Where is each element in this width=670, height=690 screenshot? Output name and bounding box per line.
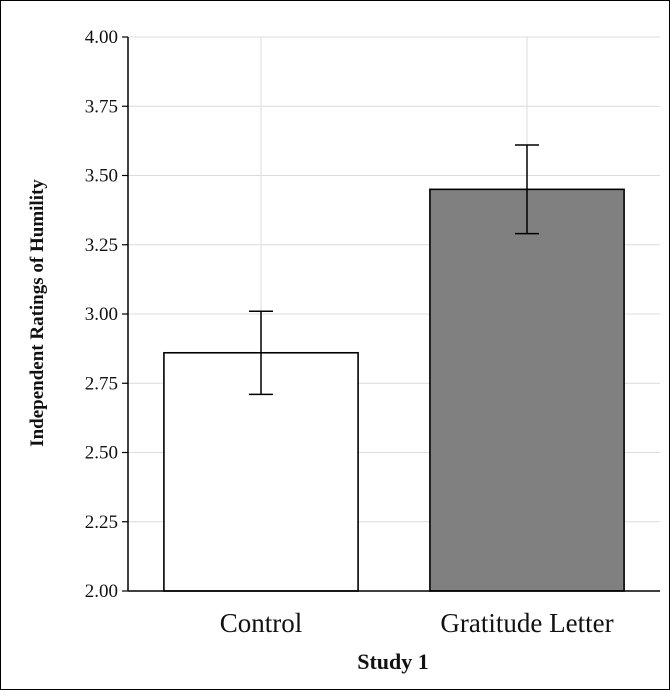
y-tick-label: 4.00 xyxy=(85,27,118,48)
y-tick-label: 3.00 xyxy=(85,304,118,325)
y-tick-label: 2.50 xyxy=(85,443,118,464)
bars xyxy=(163,188,625,592)
y-tick-label: 2.00 xyxy=(85,581,118,602)
error-bars xyxy=(249,144,539,396)
y-tick-label: 3.25 xyxy=(85,235,118,256)
y-tick-label: 3.75 xyxy=(85,96,118,117)
axes xyxy=(122,36,660,592)
x-tick-label: Control xyxy=(220,608,303,638)
x-tick-label: Gratitude Letter xyxy=(440,608,613,638)
y-tick-labels: 2.00 2.25 2.50 2.75 3.00 3.25 3.50 3.75 4.00 xyxy=(85,27,118,602)
x-tick-labels: Control Gratitude Letter xyxy=(220,608,614,638)
y-axis-title: Independent Ratings of Humility xyxy=(27,179,48,447)
y-tick-label: 2.75 xyxy=(85,373,118,394)
y-tick-label: 2.25 xyxy=(85,512,118,533)
x-axis-title: Study 1 xyxy=(357,649,429,674)
y-tick-label: 3.50 xyxy=(85,166,118,187)
bar-gratitude-letter xyxy=(429,188,625,592)
